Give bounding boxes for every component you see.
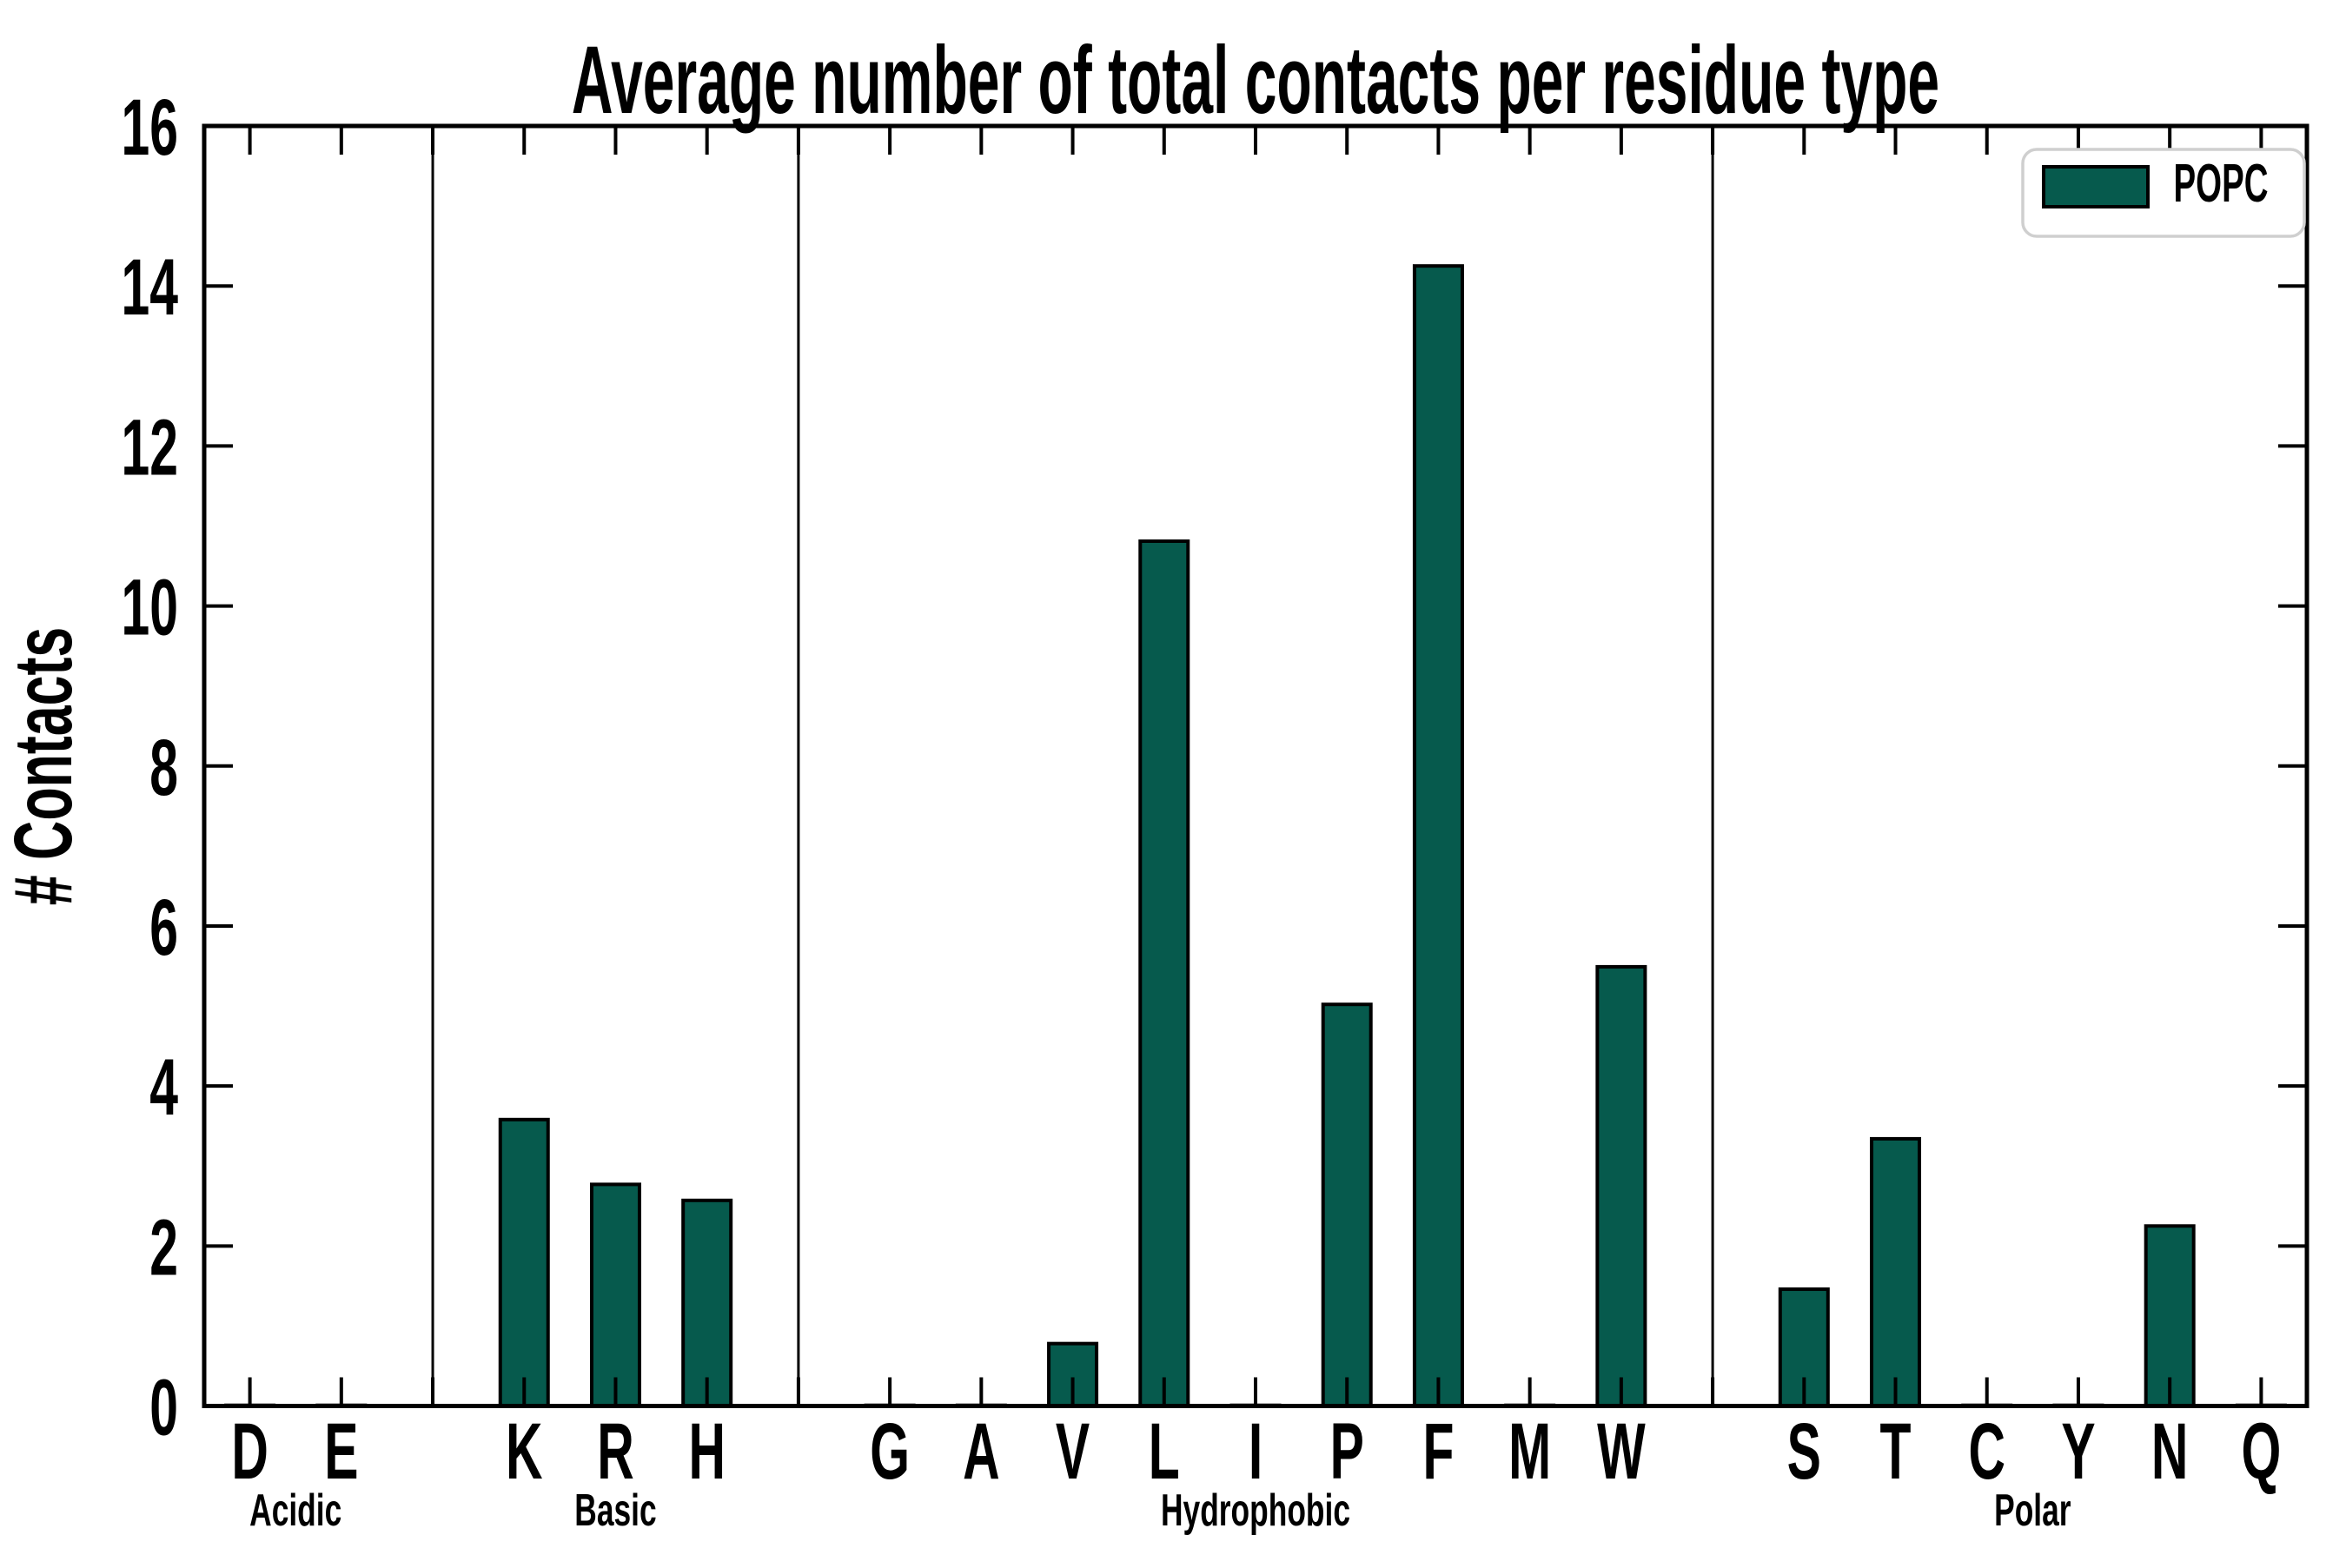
bar-L bbox=[1138, 539, 1190, 1408]
bar-K bbox=[498, 1117, 550, 1408]
x-tick-label-K: K bbox=[506, 1407, 543, 1496]
bar-H bbox=[681, 1198, 733, 1408]
x-tick-label-A: A bbox=[963, 1407, 1000, 1496]
x-tick-label-W: W bbox=[1597, 1407, 1646, 1496]
x-tick-label-C: C bbox=[1968, 1407, 2005, 1496]
y-tick-label-12: 12 bbox=[122, 403, 178, 492]
y-tick-label-4: 4 bbox=[149, 1043, 178, 1132]
x-tick-label-V: V bbox=[1056, 1407, 1090, 1496]
x-tick-label-Q: Q bbox=[2241, 1407, 2281, 1496]
y-tick-label-6: 6 bbox=[149, 883, 178, 972]
x-tick-label-I: I bbox=[1249, 1407, 1262, 1496]
x-tick-label-T: T bbox=[1880, 1407, 1912, 1496]
x-tick-label-E: E bbox=[324, 1407, 358, 1496]
x-tick-label-Y: Y bbox=[2061, 1407, 2095, 1496]
group-label-basic: Basic bbox=[574, 1485, 656, 1535]
x-tick-label-G: G bbox=[870, 1407, 910, 1496]
y-axis-title: # Contacts bbox=[0, 627, 89, 905]
x-tick-label-P: P bbox=[1330, 1407, 1364, 1496]
x-tick-label-S: S bbox=[1787, 1407, 1821, 1496]
bar-R bbox=[589, 1182, 641, 1408]
axes-frame bbox=[202, 123, 2310, 1408]
x-tick-label-N: N bbox=[2151, 1407, 2189, 1496]
x-tick-label-F: F bbox=[1422, 1407, 1454, 1496]
legend-label: POPC bbox=[2174, 153, 2269, 214]
x-tick-label-L: L bbox=[1149, 1407, 1180, 1496]
chart-title: Average number of total contacts per res… bbox=[572, 28, 1939, 134]
y-tick-label-0: 0 bbox=[149, 1363, 178, 1452]
bar-W bbox=[1595, 964, 1647, 1408]
bar-N bbox=[2144, 1224, 2196, 1408]
bar-F bbox=[1412, 264, 1464, 1408]
y-tick-label-14: 14 bbox=[122, 243, 179, 332]
plot-area: 0 2 4 6 8 10 12 14 16 D E K R H G A V L I P F M W S T C Y N Q Acidic B… bbox=[122, 83, 2310, 1536]
x-tick-label-M: M bbox=[1508, 1407, 1551, 1496]
x-tick-label-D: D bbox=[231, 1407, 268, 1496]
group-label-acidic: Acidic bbox=[249, 1485, 341, 1535]
bar-P bbox=[1321, 1002, 1373, 1408]
group-label-polar: Polar bbox=[1994, 1485, 2071, 1535]
bar-T bbox=[1870, 1136, 1922, 1408]
x-tick-label-H: H bbox=[688, 1407, 726, 1496]
legend-swatch bbox=[2042, 165, 2150, 208]
y-tick-label-2: 2 bbox=[149, 1203, 178, 1292]
group-label-hydrophobic: Hydrophobic bbox=[1161, 1485, 1350, 1535]
legend: POPC bbox=[2021, 148, 2306, 238]
x-tick-label-R: R bbox=[597, 1407, 634, 1496]
y-tick-label-8: 8 bbox=[149, 724, 178, 812]
y-tick-label-10: 10 bbox=[122, 563, 178, 652]
y-tick-label-16: 16 bbox=[122, 83, 178, 172]
